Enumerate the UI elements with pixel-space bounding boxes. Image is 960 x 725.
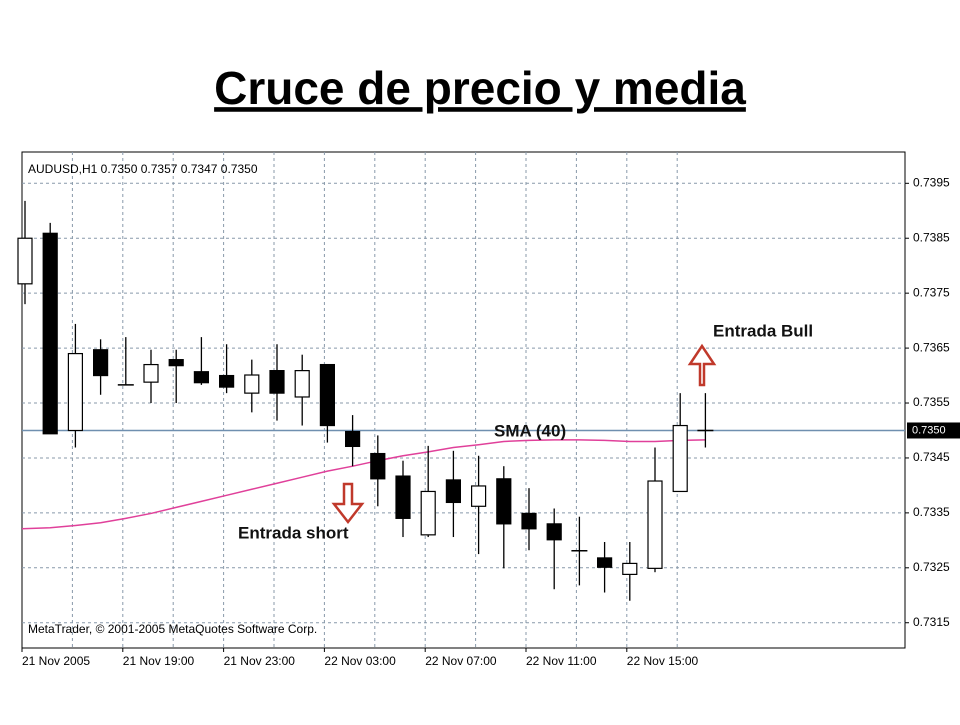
candle-body — [168, 359, 184, 367]
y-tick-label: 0.7325 — [913, 560, 950, 574]
x-tick-label: 21 Nov 23:00 — [224, 654, 296, 668]
candle-body — [219, 374, 235, 388]
y-tick-label: 0.7375 — [913, 285, 950, 299]
annotation: Entrada short — [238, 523, 349, 542]
candle-body — [294, 370, 310, 398]
x-tick-label: 21 Nov 2005 — [22, 654, 90, 668]
candle-body — [92, 349, 109, 377]
candle-body — [370, 452, 386, 480]
last-price-label: 0.7350 — [912, 424, 946, 436]
candle-body — [67, 352, 84, 432]
candle-body — [445, 479, 461, 504]
x-tick-label: 22 Nov 11:00 — [526, 654, 597, 668]
candle-body — [244, 374, 260, 394]
x-tick-label: 22 Nov 03:00 — [324, 654, 396, 668]
chart-title: Cruce de precio y media — [214, 62, 746, 114]
chart-subtitle: AUDUSD,H1 0.7350 0.7357 0.7347 0.7350 — [28, 162, 258, 176]
last-price-box — [907, 422, 960, 439]
x-tick-label: 22 Nov 07:00 — [425, 654, 497, 668]
candle-body — [596, 557, 613, 568]
annotation: Entrada Bull — [713, 321, 813, 340]
candle-body — [269, 370, 285, 394]
candle-body — [193, 371, 209, 384]
y-tick-label: 0.7395 — [913, 175, 950, 189]
arrow-down — [331, 482, 365, 525]
footer: MetaTrader, © 2001-2005 MetaQuotes Softw… — [28, 622, 317, 636]
sma-label: SMA (40) — [494, 421, 566, 440]
y-tick-label: 0.7335 — [913, 505, 950, 519]
marks — [17, 200, 714, 601]
candle-body — [319, 363, 335, 427]
plot-frame — [21, 151, 906, 649]
candle-body — [345, 430, 361, 448]
candle-body — [496, 478, 512, 525]
candle-body — [471, 485, 487, 507]
y-tick-label: 0.7355 — [913, 395, 950, 409]
candle-body — [622, 562, 638, 575]
candle-body — [143, 363, 159, 383]
candle-body — [546, 523, 562, 541]
candle-body — [420, 490, 436, 536]
y-tick-label: 0.7385 — [913, 230, 950, 244]
y-tick-label: 0.7345 — [913, 450, 950, 464]
x-tick-label: 21 Nov 19:00 — [123, 654, 195, 668]
grid — [21, 152, 905, 648]
y-tick-label: 0.7315 — [913, 615, 950, 629]
x-tick-label: 22 Nov 15:00 — [627, 654, 699, 668]
sma-line — [21, 439, 706, 530]
candle-body — [672, 424, 688, 493]
arrow-up — [687, 343, 717, 387]
candle-body — [42, 232, 58, 435]
y-tick-label: 0.7365 — [913, 340, 950, 354]
candle-body — [17, 237, 33, 285]
candle-body — [647, 480, 663, 569]
candle-body — [521, 512, 537, 530]
candle-body — [395, 475, 411, 519]
